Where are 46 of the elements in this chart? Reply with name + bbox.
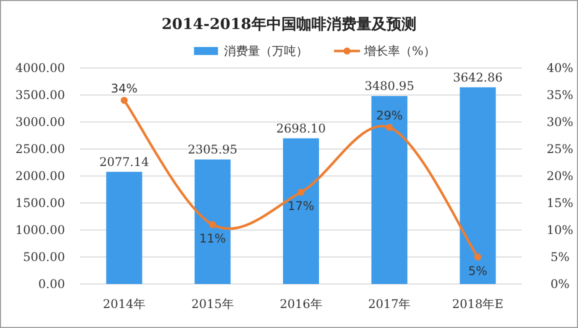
y2-tick-label: 40% xyxy=(546,61,574,75)
y2-tick-label: 10% xyxy=(546,223,574,237)
y2-tick-label: 20% xyxy=(546,169,574,183)
x-tick-label: 2014年 xyxy=(102,297,146,311)
y-tick-label: 4000.00 xyxy=(15,61,65,75)
data-label: 3480.95 xyxy=(364,79,414,94)
x-tick-label: 2015年 xyxy=(191,297,234,311)
y2-tick-label: 5% xyxy=(550,250,570,264)
y2-tick-label: 30% xyxy=(546,115,574,129)
data-label: 3642.86 xyxy=(452,70,503,84)
x-tick-label: 2018年E xyxy=(452,297,504,311)
data-label: 34% xyxy=(110,81,138,96)
y2-tick-label: 0% xyxy=(550,277,570,291)
data-label: 2698.10 xyxy=(276,121,326,136)
point xyxy=(120,96,128,104)
data-label: 2077.14 xyxy=(99,154,150,169)
data-label: 11% xyxy=(199,232,226,246)
y-tick-label: 0.00 xyxy=(38,277,65,291)
bar xyxy=(106,172,142,284)
x-tick-label: 2017年 xyxy=(368,297,411,311)
legend-label: 消费量（万吨） xyxy=(224,44,308,58)
x-tick-label: 2016年 xyxy=(280,297,322,311)
y-tick-label: 500.00 xyxy=(23,250,65,264)
y2-tick-label: 35% xyxy=(546,88,574,102)
y-tick-label: 1000.00 xyxy=(15,223,65,237)
point xyxy=(298,188,304,196)
bar xyxy=(283,138,319,284)
point xyxy=(474,254,482,260)
y2-tick-label: 25% xyxy=(546,142,574,156)
y2-tick-label: 15% xyxy=(546,196,574,210)
y-tick-label: 1500.00 xyxy=(15,196,65,210)
y-tick-label: 2000.00 xyxy=(15,169,65,183)
y-tick-label: 3500.00 xyxy=(15,88,65,102)
data-label: 29% xyxy=(376,108,403,122)
chart-title: 2014-2018年中国咖啡消费量及预测 xyxy=(162,15,416,33)
point xyxy=(386,124,393,131)
y-tick-label: 2500.00 xyxy=(15,142,65,156)
point xyxy=(209,221,216,228)
bar xyxy=(194,159,231,284)
y-tick-label: 3000.00 xyxy=(15,115,65,129)
data-label: 2305.95 xyxy=(188,142,238,156)
legend-label: 增长率（%） xyxy=(363,44,436,58)
data-label: 5% xyxy=(468,264,488,278)
bar xyxy=(460,87,496,284)
data-label: 17% xyxy=(288,199,314,214)
bar xyxy=(371,96,408,284)
